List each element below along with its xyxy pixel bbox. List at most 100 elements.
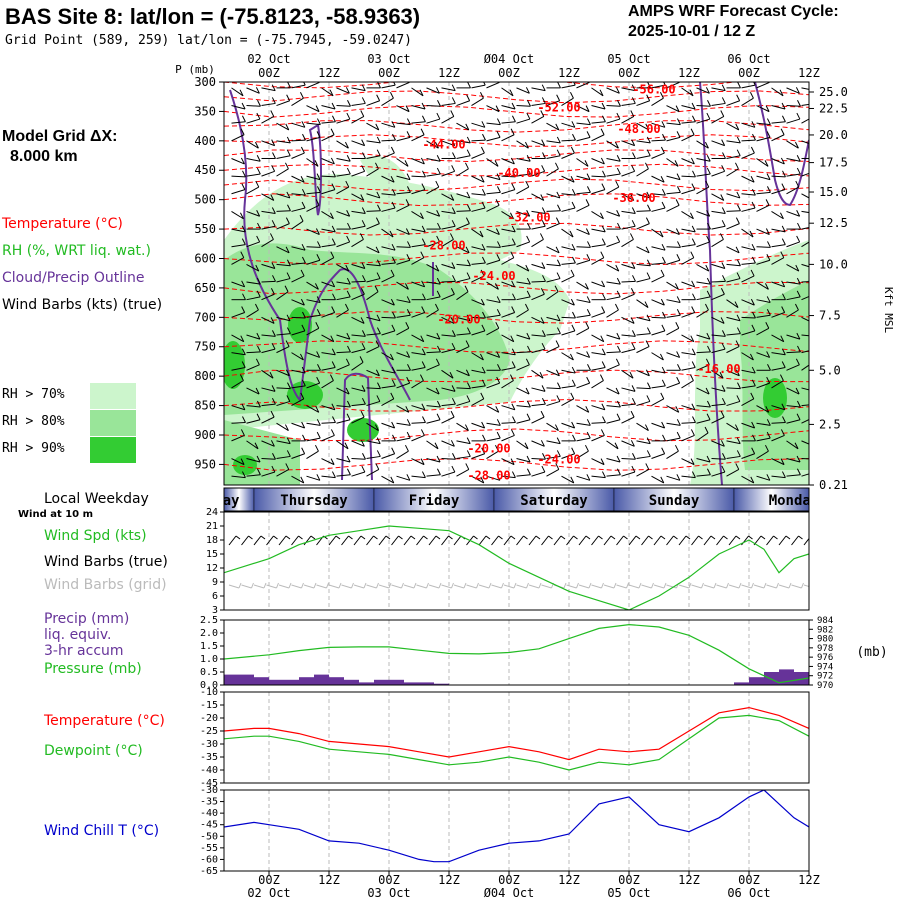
- wind-barb: [741, 324, 756, 336]
- wind-barb: [261, 152, 276, 159]
- wind-barb: [306, 474, 321, 481]
- wind-barb: [501, 183, 516, 195]
- temperature-panel-label: Temperature (°C): [44, 713, 165, 729]
- wind-barb: [426, 263, 440, 272]
- wind-barb: [576, 281, 589, 290]
- wind-barb: [291, 214, 304, 230]
- wind-barb: [441, 453, 456, 460]
- forecast-cycle-time: 2025-10-01 / 12 Z: [628, 23, 756, 40]
- wind-barb: [606, 413, 621, 424]
- wind-barb: [261, 139, 276, 147]
- wind-barb: [351, 440, 365, 447]
- cloud-outline-3: [341, 372, 373, 481]
- wind-barb: [726, 450, 741, 460]
- wind-barb: [366, 327, 381, 336]
- wind-barb: [366, 204, 381, 212]
- wind-barb: [696, 358, 710, 371]
- wind-barb: [441, 330, 456, 337]
- wind-barb: [516, 332, 531, 340]
- wind-barb: [561, 298, 575, 306]
- wind-barb: [636, 94, 651, 107]
- main-axes: P (mb)300 350 400 450 500 550 600 650 700 750 800 8…: [175, 63, 895, 492]
- wind-barb: [591, 102, 606, 110]
- wind-barb: [741, 121, 756, 128]
- wind-barb: [771, 471, 786, 479]
- wind-barb: [306, 118, 321, 126]
- wind-barb: [291, 311, 306, 319]
- wind-barb: [576, 105, 590, 113]
- wind-barb: [711, 139, 726, 147]
- wind-barb: [516, 455, 531, 463]
- wind-barb: [666, 241, 681, 248]
- temperature-contour: [224, 369, 809, 383]
- wind-barb: [681, 416, 696, 424]
- wind-barb: [801, 263, 809, 268]
- wind-barb: [336, 440, 349, 450]
- wind-barb: [381, 243, 396, 251]
- wind-barb: [321, 293, 336, 301]
- wind-barb: [351, 152, 366, 159]
- wind-barb: [456, 327, 471, 336]
- wind-barb: [366, 382, 381, 390]
- wind-barb: [471, 175, 485, 183]
- wind-barb: [726, 327, 741, 336]
- wind-barb: [381, 447, 396, 459]
- wind-barb: [636, 217, 650, 230]
- wind-barb: [456, 395, 471, 407]
- y-tick-label: -30: [200, 785, 218, 796]
- wind-barb-grid: [453, 582, 467, 589]
- wind-barb: [666, 444, 679, 459]
- weekday-label: Thursday: [280, 493, 348, 509]
- rh90-blob-6: [233, 455, 257, 475]
- wind-barb: [456, 285, 469, 301]
- time-axis-bottom: 00Z 12Z 00Z 12Z 00Z 12Z 00Z 12Z 00Z 12Z 02 Oct 03 O…: [247, 871, 820, 900]
- wind-barb: [801, 334, 809, 337]
- wind-barb: [726, 422, 739, 431]
- wind-barb: [321, 374, 334, 389]
- wind-barb: [711, 262, 726, 269]
- wind-barb: [246, 277, 261, 285]
- legend-rh70-label: RH > 70%: [2, 387, 65, 402]
- wind-barb: [666, 199, 680, 212]
- wind-barb: [276, 149, 291, 159]
- wind-barb: [321, 471, 336, 479]
- wind-barb: [471, 352, 484, 361]
- wind-barb-true: [228, 535, 241, 546]
- wind-barb: [426, 167, 441, 177]
- wind-barb-true: [728, 535, 741, 546]
- wind-barb: [441, 465, 456, 477]
- temperature-contour: [224, 252, 809, 266]
- wind-barb: [516, 87, 530, 94]
- precip-bar: [389, 679, 404, 685]
- wind-barb: [246, 155, 261, 162]
- wind-barb: [801, 350, 809, 354]
- wind-barb: [231, 458, 245, 466]
- wind-barb: [246, 413, 261, 424]
- wind-barb-true: [353, 535, 366, 546]
- wind-barb: [246, 387, 260, 395]
- height-tick-label: 0.21: [819, 478, 848, 492]
- wind-barb: [756, 296, 771, 303]
- wind-barb: [246, 100, 261, 107]
- wind-barb: [726, 82, 741, 89]
- wind-barb: [291, 324, 306, 336]
- wind-barb: [336, 100, 351, 107]
- time-axis-top: 00Z 12Z 00Z 12Z 00Z 12Z 00Z 12Z 00Z 12Z 02 Oct 03 O…: [247, 52, 820, 80]
- wind-barb: [471, 324, 486, 336]
- wind-barb: [366, 450, 381, 460]
- wind-barb: [426, 303, 439, 318]
- wind-barb: [696, 387, 710, 395]
- wind-barb: [471, 366, 486, 374]
- wind-barb: [441, 207, 456, 215]
- rh90-blob-2: [224, 341, 245, 389]
- wind-barb: [741, 201, 756, 212]
- legend-wind-barbs: Wind Barbs (kts) (true): [2, 297, 163, 313]
- cloud-outline-5: [699, 82, 723, 485]
- wind-barb: [786, 303, 799, 318]
- wind-barb: [321, 157, 335, 165]
- wind-barb: [396, 376, 411, 389]
- pressure-tick-label: 550: [194, 222, 216, 236]
- wind-barb: [456, 259, 471, 267]
- wind-barb: [381, 352, 394, 361]
- wind-barb: [531, 97, 546, 107]
